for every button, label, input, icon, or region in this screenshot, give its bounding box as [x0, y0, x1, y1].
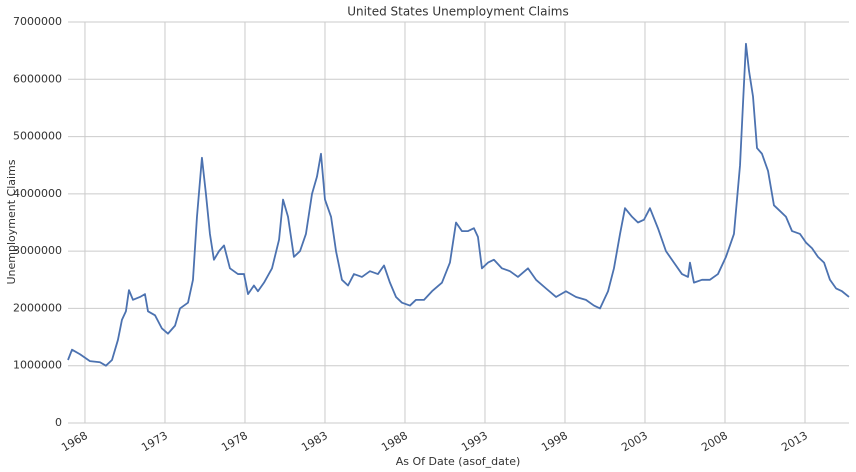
x-tick-label: 1993 [459, 429, 490, 454]
y-tick-label: 5000000 [13, 130, 62, 143]
y-tick-label: 6000000 [13, 72, 62, 85]
y-tick-label: 0 [55, 416, 62, 429]
y-tick-label: 4000000 [13, 187, 62, 200]
y-axis-label: Unemployment Claims [5, 159, 18, 284]
y-tick-label: 3000000 [13, 244, 62, 257]
x-axis-label: As Of Date (asof_date) [396, 455, 521, 468]
x-tick-label: 1998 [539, 429, 570, 454]
x-tick-label: 2008 [699, 429, 730, 454]
x-tick-label: 2003 [619, 429, 650, 454]
x-tick-label: 1983 [299, 429, 330, 454]
x-tick-label: 1988 [379, 429, 410, 454]
y-tick-label: 2000000 [13, 301, 62, 314]
x-tick-label: 1973 [139, 429, 170, 454]
y-tick-label: 1000000 [13, 359, 62, 372]
chart-title: United States Unemployment Claims [347, 5, 568, 19]
x-tick-label: 1968 [59, 429, 90, 454]
x-tick-label: 1978 [219, 429, 250, 454]
x-tick-label: 2013 [779, 429, 810, 454]
data-line [67, 42, 850, 367]
plot-area [68, 22, 849, 423]
y-tick-label: 7000000 [13, 15, 62, 28]
